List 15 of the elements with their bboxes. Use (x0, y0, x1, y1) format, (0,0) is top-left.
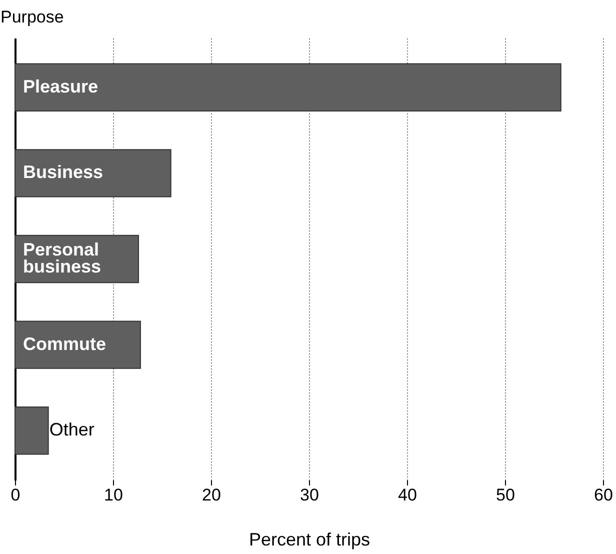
x-tick-label: 0 (10, 486, 20, 504)
y-tick-label: Business (23, 162, 104, 182)
y-tick-label: Personal business (23, 240, 102, 276)
x-tick-label: 10 (104, 486, 123, 504)
x-tick-label: 50 (496, 486, 515, 504)
y-axis-title: Purpose (0, 8, 64, 26)
x-tick-label: 30 (300, 486, 319, 504)
x-tick-label: 40 (398, 486, 417, 504)
x-tick-label: 20 (202, 486, 221, 504)
x-axis-title: Percent of trips (248, 530, 370, 550)
x-tick-label: 60 (594, 486, 613, 504)
y-tick-label: Other (49, 420, 94, 440)
y-tick-label: Commute (23, 334, 106, 354)
bar (14, 406, 49, 455)
y-tick-label: Pleasure (23, 76, 98, 96)
